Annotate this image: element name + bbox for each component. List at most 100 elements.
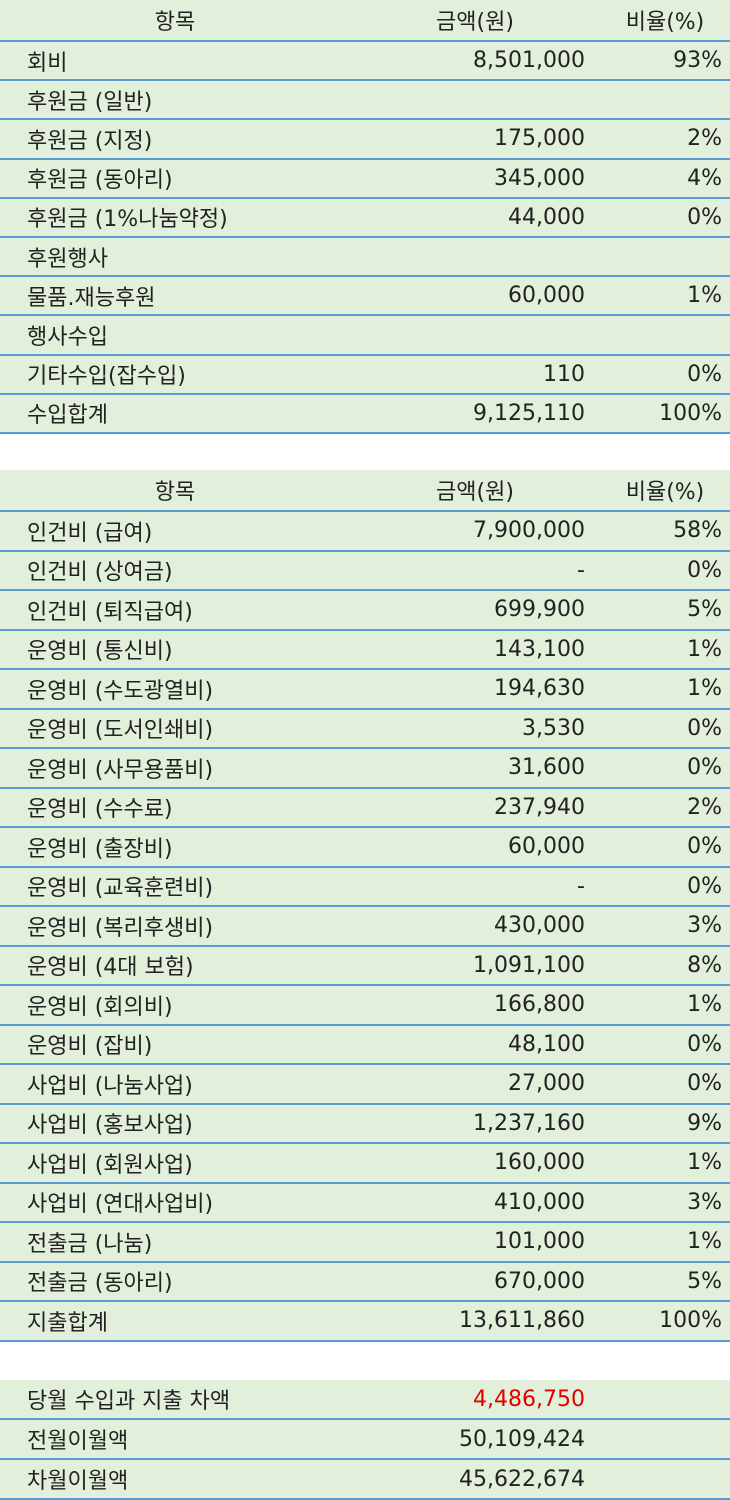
amount: 1,237,160: [473, 1110, 585, 1136]
table-row: 전월이월액 50,109,424: [0, 1420, 730, 1460]
amount: 금액(원): [436, 480, 514, 505]
ratio: 0%: [687, 715, 722, 741]
amount: -: [577, 557, 585, 583]
table-row: 운영비 (교육훈련비) - 0%: [0, 867, 730, 907]
item-label: 후원금 (일반): [27, 89, 153, 115]
item-label: 후원금 (동아리): [27, 168, 173, 194]
table-row: 운영비 (출장비) 60,000 0%: [0, 828, 730, 868]
amount: 410,000: [494, 1189, 585, 1215]
ratio: 8%: [687, 952, 722, 978]
table-row: 행사수입: [0, 316, 730, 356]
table-row: 기타수입(잡수입) 110 0%: [0, 355, 730, 395]
ratio: 1%: [687, 1150, 722, 1176]
amount: 44,000: [508, 204, 585, 230]
table-row: 운영비 (통신비) 143,100 1%: [0, 630, 730, 670]
amount: 699,900: [494, 597, 585, 623]
table-row: 운영비 (4대 보험) 1,091,100 8%: [0, 946, 730, 986]
item-label: 전출금 (나눔): [27, 1231, 153, 1257]
amount: -: [577, 873, 585, 899]
item-label: 인건비 (상여금): [27, 560, 173, 586]
amount: 8,501,000: [473, 48, 585, 74]
item-label: 운영비 (복리후생비): [27, 915, 214, 941]
table-row: 인건비 (급여) 7,900,000 58%: [0, 512, 730, 552]
item-label: 전월이월액: [27, 1429, 129, 1454]
header-row: 항목 금액(원) 비율(%): [0, 470, 730, 512]
item-label: 운영비 (회의비): [27, 994, 173, 1020]
item-label: 전출금 (동아리): [27, 1271, 173, 1297]
item-label: 운영비 (수수료): [27, 797, 173, 823]
ratio: 1%: [687, 992, 722, 1018]
table-row: 운영비 (복리후생비) 430,000 3%: [0, 907, 730, 947]
ratio: 0%: [687, 755, 722, 781]
amount: 194,630: [494, 676, 585, 702]
item-label: 사업비 (나눔사업): [27, 1073, 193, 1099]
ratio: 2%: [687, 126, 722, 152]
ratio: 0%: [687, 873, 722, 899]
amount: 60,000: [508, 834, 585, 860]
item-label: 행사수입: [27, 324, 108, 350]
item-label: 운영비 (도서인쇄비): [27, 718, 214, 744]
amount: 9,125,110: [473, 400, 585, 426]
ratio: 0%: [687, 204, 722, 230]
amount: 48,100: [508, 1031, 585, 1057]
item-label: 운영비 (출장비): [27, 836, 173, 862]
ratio: 0%: [687, 1031, 722, 1057]
table-row: 사업비 (연대사업비) 410,000 3%: [0, 1183, 730, 1223]
table-row: 운영비 (수수료) 237,940 2%: [0, 788, 730, 828]
ratio: 4%: [687, 165, 722, 191]
ratio: 3%: [687, 1189, 722, 1215]
amount: 175,000: [494, 126, 585, 152]
amount: 13,611,860: [459, 1308, 585, 1334]
amount: 4,486,750: [473, 1386, 585, 1412]
ratio: 0%: [687, 361, 722, 387]
item-label: 인건비 (급여): [27, 520, 153, 546]
table-row: 후원금 (지정) 175,000 2%: [0, 120, 730, 160]
table-row: 후원금 (1%나눔약정) 44,000 0%: [0, 198, 730, 238]
table-row: 후원금 (동아리) 345,000 4%: [0, 159, 730, 199]
item-label: 운영비 (통신비): [27, 639, 173, 665]
item-label: 지출합계: [27, 1310, 108, 1336]
table-row: 물품.재능후원 60,000 1%: [0, 277, 730, 317]
table-row: 회비 8,501,000 93%: [0, 42, 730, 82]
table-row: 전출금 (동아리) 670,000 5%: [0, 1262, 730, 1302]
table-row: 운영비 (도서인쇄비) 3,530 0%: [0, 709, 730, 749]
amount: 110: [543, 361, 585, 387]
table-row: 운영비 (회의비) 166,800 1%: [0, 986, 730, 1026]
amount: 237,940: [494, 794, 585, 820]
amount: 27,000: [508, 1071, 585, 1097]
ratio: 100%: [659, 1308, 722, 1334]
item-label: 후원행사: [27, 246, 108, 272]
item-label: 운영비 (교육훈련비): [27, 876, 214, 902]
item-label: 후원금 (지정): [27, 128, 153, 154]
amount: 금액(원): [436, 10, 514, 35]
item-label: 기타수입(잡수입): [27, 364, 186, 390]
item-label: 물품.재능후원: [27, 285, 156, 311]
item-label: 운영비 (잡비): [27, 1034, 153, 1060]
ratio: 5%: [687, 1268, 722, 1294]
amount: 60,000: [508, 283, 585, 309]
table-row: 운영비 (사무용품비) 31,600 0%: [0, 749, 730, 789]
amount: 50,109,424: [459, 1426, 585, 1452]
table-row: 전출금 (나눔) 101,000 1%: [0, 1223, 730, 1263]
item-label: 사업비 (회원사업): [27, 1152, 193, 1178]
item-label: 후원금 (1%나눔약정): [27, 207, 228, 233]
amount: 31,600: [508, 755, 585, 781]
ratio: 비율(%): [625, 480, 705, 505]
item-label: 사업비 (연대사업비): [27, 1192, 214, 1218]
table-row: 운영비 (잡비) 48,100 0%: [0, 1025, 730, 1065]
item-label: 수입합계: [27, 403, 108, 429]
table-row: 사업비 (나눔사업) 27,000 0%: [0, 1065, 730, 1105]
amount: 3,530: [522, 715, 585, 741]
amount: 345,000: [494, 165, 585, 191]
item-label: 운영비 (4대 보험): [27, 955, 194, 981]
ratio: 0%: [687, 834, 722, 860]
table-row: 지출합계 13,611,860 100%: [0, 1302, 730, 1342]
header-row: 항목 금액(원) 비율(%): [0, 0, 730, 42]
ratio: 1%: [687, 676, 722, 702]
ratio: 3%: [687, 913, 722, 939]
amount: 670,000: [494, 1268, 585, 1294]
ratio: 9%: [687, 1110, 722, 1136]
item-label: 운영비 (수도광열비): [27, 678, 214, 704]
amount: 7,900,000: [473, 518, 585, 544]
amount: 166,800: [494, 992, 585, 1018]
